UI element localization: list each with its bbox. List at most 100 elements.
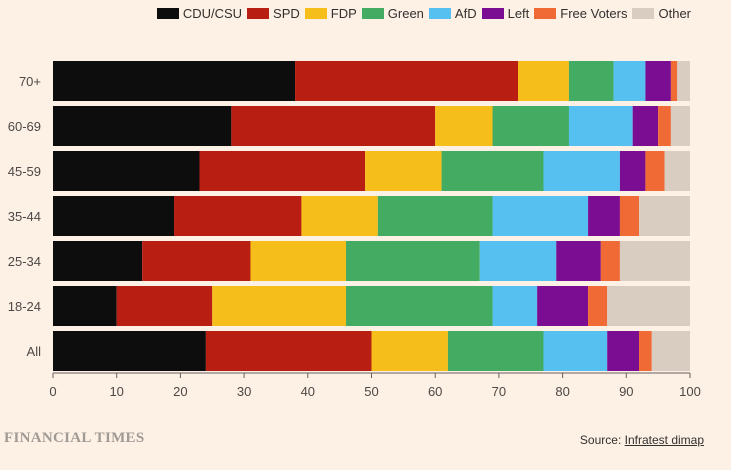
legend-item: Other bbox=[632, 6, 691, 21]
bar-segment bbox=[639, 331, 652, 371]
x-tick-label: 10 bbox=[109, 384, 123, 399]
bar-segment bbox=[600, 241, 620, 281]
category-label: 45-59 bbox=[8, 164, 41, 179]
bar-segment bbox=[365, 151, 442, 191]
bars-layer bbox=[53, 61, 690, 371]
bar-segment bbox=[619, 241, 690, 281]
x-tick-label: 100 bbox=[679, 384, 701, 399]
bar-segment bbox=[556, 241, 601, 281]
legend-label: Left bbox=[507, 6, 530, 21]
bar-segment bbox=[639, 196, 690, 236]
legend-swatch bbox=[481, 8, 504, 19]
bar-segment bbox=[543, 331, 608, 371]
bar-segment bbox=[645, 151, 665, 191]
category-label: 18-24 bbox=[8, 299, 41, 314]
chart-legend: CDU/CSU SPD FDP Green AfD Left Free Voters Othe… bbox=[152, 6, 691, 21]
legend-label: Other bbox=[658, 6, 691, 21]
x-tick-label: 50 bbox=[364, 384, 378, 399]
legend-swatch bbox=[156, 8, 179, 19]
legend-swatch bbox=[632, 8, 655, 19]
bar-segment bbox=[619, 196, 640, 236]
source-prefix: Source: bbox=[579, 433, 625, 447]
x-tick-label: 60 bbox=[428, 384, 442, 399]
legend-item: FDP bbox=[304, 6, 357, 21]
bar-segment bbox=[116, 286, 213, 326]
legend-item: AfD bbox=[428, 6, 477, 21]
category-label: 35-44 bbox=[8, 209, 41, 224]
legend-swatch bbox=[361, 8, 384, 19]
category-label: 60-69 bbox=[8, 119, 41, 134]
bar-segment bbox=[142, 241, 251, 281]
bar-segment bbox=[250, 241, 347, 281]
bar-segment bbox=[492, 286, 538, 326]
bar-segment bbox=[199, 151, 366, 191]
bar-segment bbox=[670, 61, 678, 101]
legend-swatch bbox=[304, 8, 327, 19]
bar-segment bbox=[301, 196, 378, 236]
legend-label: SPD bbox=[273, 6, 300, 21]
bar-segment bbox=[346, 286, 493, 326]
bar-segment bbox=[613, 61, 646, 101]
legend-swatch bbox=[247, 8, 270, 19]
legend-item: CDU/CSU bbox=[156, 6, 243, 21]
legend-item: Left bbox=[481, 6, 530, 21]
x-tick-label: 20 bbox=[173, 384, 187, 399]
bar-segment bbox=[651, 331, 690, 371]
bar-segment bbox=[377, 196, 493, 236]
legend-item: Free Voters bbox=[534, 6, 627, 21]
bar-segment bbox=[492, 196, 589, 236]
bar-segment bbox=[645, 61, 671, 101]
bar-segment bbox=[670, 106, 690, 146]
bar-segment bbox=[619, 151, 646, 191]
bar-segment bbox=[371, 331, 448, 371]
x-tick-label: 90 bbox=[619, 384, 633, 399]
bar-segment bbox=[543, 151, 620, 191]
legend-label: AfD bbox=[454, 6, 477, 21]
bar-segment bbox=[295, 61, 519, 101]
category-labels: 70+ 60-69 45-59 35-44 25-34 18-24 All bbox=[8, 74, 41, 359]
bar-segment bbox=[479, 241, 557, 281]
bar-segment bbox=[212, 286, 347, 326]
brand-logo: FINANCIAL TIMES bbox=[4, 430, 145, 446]
bar-segment bbox=[588, 196, 620, 236]
bar-segment bbox=[677, 61, 690, 101]
bar-segment bbox=[53, 106, 232, 146]
bar-segment bbox=[492, 106, 569, 146]
bar-segment bbox=[588, 286, 608, 326]
bar-segment bbox=[441, 151, 544, 191]
category-label: All bbox=[27, 344, 42, 359]
x-tick-label: 70 bbox=[492, 384, 506, 399]
bar-segment bbox=[518, 61, 569, 101]
category-label: 25-34 bbox=[8, 254, 41, 269]
bar-segment bbox=[53, 241, 143, 281]
bar-segment bbox=[568, 106, 633, 146]
bar-segment bbox=[632, 106, 659, 146]
legend-label: FDP bbox=[330, 6, 357, 21]
bar-segment bbox=[658, 106, 671, 146]
x-tick-label: 80 bbox=[555, 384, 569, 399]
bar-segment bbox=[205, 331, 372, 371]
bar-segment bbox=[53, 331, 206, 371]
bar-segment bbox=[664, 151, 690, 191]
bar-segment bbox=[607, 286, 690, 326]
bar-segment bbox=[53, 151, 200, 191]
bar-segment bbox=[447, 331, 544, 371]
bar-segment bbox=[568, 61, 614, 101]
legend-label: Green bbox=[387, 6, 424, 21]
bar-segment bbox=[537, 286, 589, 326]
bar-segment bbox=[435, 106, 493, 146]
x-tick-label: 0 bbox=[49, 384, 56, 399]
legend-item: SPD bbox=[247, 6, 300, 21]
legend-swatch bbox=[428, 8, 451, 19]
source-note: Source: Infratest dimap bbox=[580, 433, 704, 447]
source-link[interactable]: Infratest dimap bbox=[624, 433, 704, 447]
legend-swatch bbox=[534, 8, 557, 19]
bar-segment bbox=[53, 61, 296, 101]
x-tick-label: 40 bbox=[301, 384, 315, 399]
legend-item: Green bbox=[361, 6, 424, 21]
bar-segment bbox=[53, 196, 175, 236]
legend-label: CDU/CSU bbox=[182, 6, 243, 21]
legend-label: Free Voters bbox=[560, 6, 628, 21]
bar-segment bbox=[346, 241, 480, 281]
